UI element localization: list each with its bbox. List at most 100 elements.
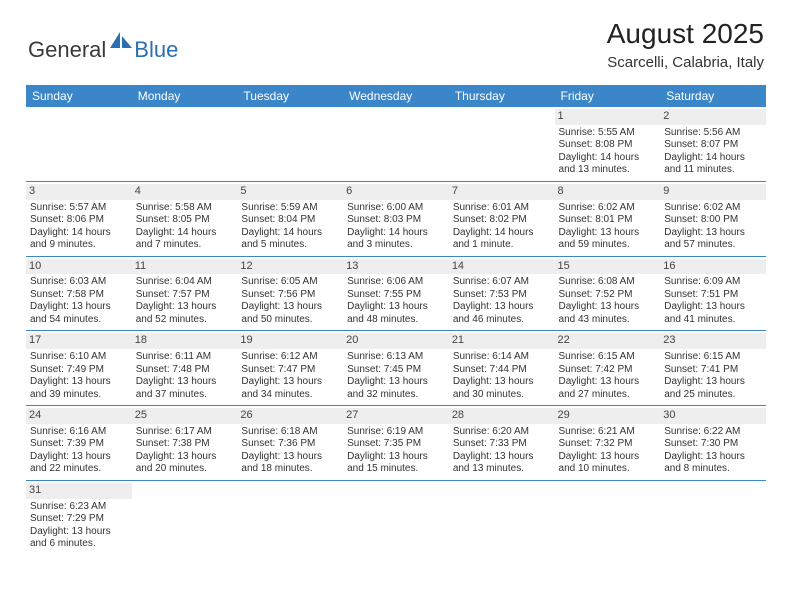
daylight-text: and 41 minutes.: [664, 314, 762, 327]
sunset-text: Sunset: 7:33 PM: [453, 438, 551, 451]
daylight-text: and 11 minutes.: [664, 164, 762, 177]
sunset-text: Sunset: 8:00 PM: [664, 214, 762, 227]
day-number: 8: [555, 184, 661, 200]
sunset-text: Sunset: 7:32 PM: [559, 438, 657, 451]
day-cell: 30Sunrise: 6:22 AMSunset: 7:30 PMDayligh…: [660, 406, 766, 481]
day-number: 9: [660, 184, 766, 200]
sunset-text: Sunset: 7:45 PM: [347, 364, 445, 377]
sunset-text: Sunset: 7:56 PM: [241, 289, 339, 302]
sunset-text: Sunset: 8:07 PM: [664, 139, 762, 152]
sunset-text: Sunset: 7:51 PM: [664, 289, 762, 302]
day-cell: 24Sunrise: 6:16 AMSunset: 7:39 PMDayligh…: [26, 406, 132, 481]
empty-day-cell: [660, 480, 766, 554]
day-cell: 11Sunrise: 6:04 AMSunset: 7:57 PMDayligh…: [132, 256, 238, 331]
day-number: 25: [132, 408, 238, 424]
daylight-text: Daylight: 13 hours: [664, 451, 762, 464]
sunset-text: Sunset: 7:29 PM: [30, 513, 128, 526]
calendar-week-row: 1Sunrise: 5:55 AMSunset: 8:08 PMDaylight…: [26, 107, 766, 181]
day-number: 15: [555, 259, 661, 275]
sunrise-text: Sunrise: 6:13 AM: [347, 351, 445, 364]
daylight-text: Daylight: 13 hours: [559, 451, 657, 464]
daylight-text: Daylight: 13 hours: [30, 376, 128, 389]
daylight-text: Daylight: 13 hours: [453, 301, 551, 314]
calendar-week-row: 17Sunrise: 6:10 AMSunset: 7:49 PMDayligh…: [26, 331, 766, 406]
empty-day-cell: [449, 480, 555, 554]
sunset-text: Sunset: 8:02 PM: [453, 214, 551, 227]
daylight-text: and 59 minutes.: [559, 239, 657, 252]
daylight-text: and 10 minutes.: [559, 463, 657, 476]
page-header: General Blue August 2025 Scarcelli, Cala…: [0, 0, 792, 79]
day-number: 29: [555, 408, 661, 424]
daylight-text: Daylight: 14 hours: [241, 227, 339, 240]
daylight-text: Daylight: 13 hours: [664, 227, 762, 240]
sunset-text: Sunset: 7:53 PM: [453, 289, 551, 302]
title-block: August 2025 Scarcelli, Calabria, Italy: [607, 18, 764, 71]
sunrise-text: Sunrise: 6:08 AM: [559, 276, 657, 289]
empty-day-cell: [237, 480, 343, 554]
sunrise-text: Sunrise: 6:20 AM: [453, 426, 551, 439]
day-cell: 29Sunrise: 6:21 AMSunset: 7:32 PMDayligh…: [555, 406, 661, 481]
day-cell: 25Sunrise: 6:17 AMSunset: 7:38 PMDayligh…: [132, 406, 238, 481]
day-number: 17: [26, 333, 132, 349]
day-number: 3: [26, 184, 132, 200]
daylight-text: and 30 minutes.: [453, 389, 551, 402]
day-number: 4: [132, 184, 238, 200]
calendar-week-row: 31Sunrise: 6:23 AMSunset: 7:29 PMDayligh…: [26, 480, 766, 554]
day-number: 7: [449, 184, 555, 200]
daylight-text: and 15 minutes.: [347, 463, 445, 476]
daylight-text: and 20 minutes.: [136, 463, 234, 476]
daylight-text: and 8 minutes.: [664, 463, 762, 476]
sunset-text: Sunset: 7:47 PM: [241, 364, 339, 377]
daylight-text: and 25 minutes.: [664, 389, 762, 402]
day-cell: 13Sunrise: 6:06 AMSunset: 7:55 PMDayligh…: [343, 256, 449, 331]
empty-day-cell: [343, 107, 449, 181]
day-number: 2: [660, 109, 766, 125]
daylight-text: and 1 minute.: [453, 239, 551, 252]
month-title: August 2025: [607, 18, 764, 50]
sunset-text: Sunset: 7:48 PM: [136, 364, 234, 377]
daylight-text: Daylight: 13 hours: [559, 227, 657, 240]
day-number: 28: [449, 408, 555, 424]
sunrise-text: Sunrise: 6:23 AM: [30, 501, 128, 514]
daylight-text: Daylight: 13 hours: [664, 376, 762, 389]
weekday-header-row: SundayMondayTuesdayWednesdayThursdayFrid…: [26, 85, 766, 107]
daylight-text: Daylight: 14 hours: [136, 227, 234, 240]
day-number: 16: [660, 259, 766, 275]
day-cell: 9Sunrise: 6:02 AMSunset: 8:00 PMDaylight…: [660, 181, 766, 256]
calendar-week-row: 24Sunrise: 6:16 AMSunset: 7:39 PMDayligh…: [26, 406, 766, 481]
daylight-text: Daylight: 13 hours: [453, 376, 551, 389]
empty-day-cell: [449, 107, 555, 181]
logo: General Blue: [28, 30, 178, 69]
day-number: 19: [237, 333, 343, 349]
sunset-text: Sunset: 7:44 PM: [453, 364, 551, 377]
sunrise-text: Sunrise: 5:56 AM: [664, 127, 762, 140]
daylight-text: Daylight: 14 hours: [453, 227, 551, 240]
day-cell: 26Sunrise: 6:18 AMSunset: 7:36 PMDayligh…: [237, 406, 343, 481]
weekday-header: Tuesday: [237, 85, 343, 107]
daylight-text: and 46 minutes.: [453, 314, 551, 327]
day-cell: 20Sunrise: 6:13 AMSunset: 7:45 PMDayligh…: [343, 331, 449, 406]
weekday-header: Sunday: [26, 85, 132, 107]
weekday-header: Friday: [555, 85, 661, 107]
daylight-text: Daylight: 13 hours: [664, 301, 762, 314]
sunrise-text: Sunrise: 6:05 AM: [241, 276, 339, 289]
daylight-text: and 39 minutes.: [30, 389, 128, 402]
day-cell: 17Sunrise: 6:10 AMSunset: 7:49 PMDayligh…: [26, 331, 132, 406]
sunrise-text: Sunrise: 6:02 AM: [559, 202, 657, 215]
sunset-text: Sunset: 8:08 PM: [559, 139, 657, 152]
empty-day-cell: [343, 480, 449, 554]
daylight-text: Daylight: 14 hours: [559, 152, 657, 165]
day-number: 6: [343, 184, 449, 200]
day-cell: 16Sunrise: 6:09 AMSunset: 7:51 PMDayligh…: [660, 256, 766, 331]
day-number: 12: [237, 259, 343, 275]
day-cell: 27Sunrise: 6:19 AMSunset: 7:35 PMDayligh…: [343, 406, 449, 481]
daylight-text: Daylight: 13 hours: [559, 301, 657, 314]
empty-day-cell: [132, 107, 238, 181]
sunset-text: Sunset: 7:39 PM: [30, 438, 128, 451]
calendar-table: SundayMondayTuesdayWednesdayThursdayFrid…: [26, 85, 766, 555]
sunrise-text: Sunrise: 5:59 AM: [241, 202, 339, 215]
day-number: 20: [343, 333, 449, 349]
daylight-text: and 5 minutes.: [241, 239, 339, 252]
sunrise-text: Sunrise: 6:07 AM: [453, 276, 551, 289]
sunset-text: Sunset: 7:49 PM: [30, 364, 128, 377]
